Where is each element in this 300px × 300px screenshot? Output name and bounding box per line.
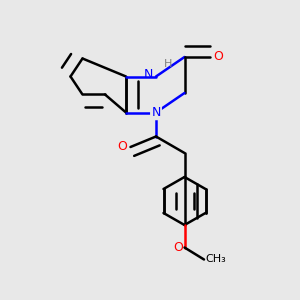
Text: O: O [173,241,183,254]
Text: H: H [164,59,172,69]
Text: N: N [144,68,153,82]
Text: N: N [151,106,161,119]
Text: CH₃: CH₃ [206,254,226,265]
Text: O: O [118,140,128,154]
Text: O: O [213,50,223,64]
